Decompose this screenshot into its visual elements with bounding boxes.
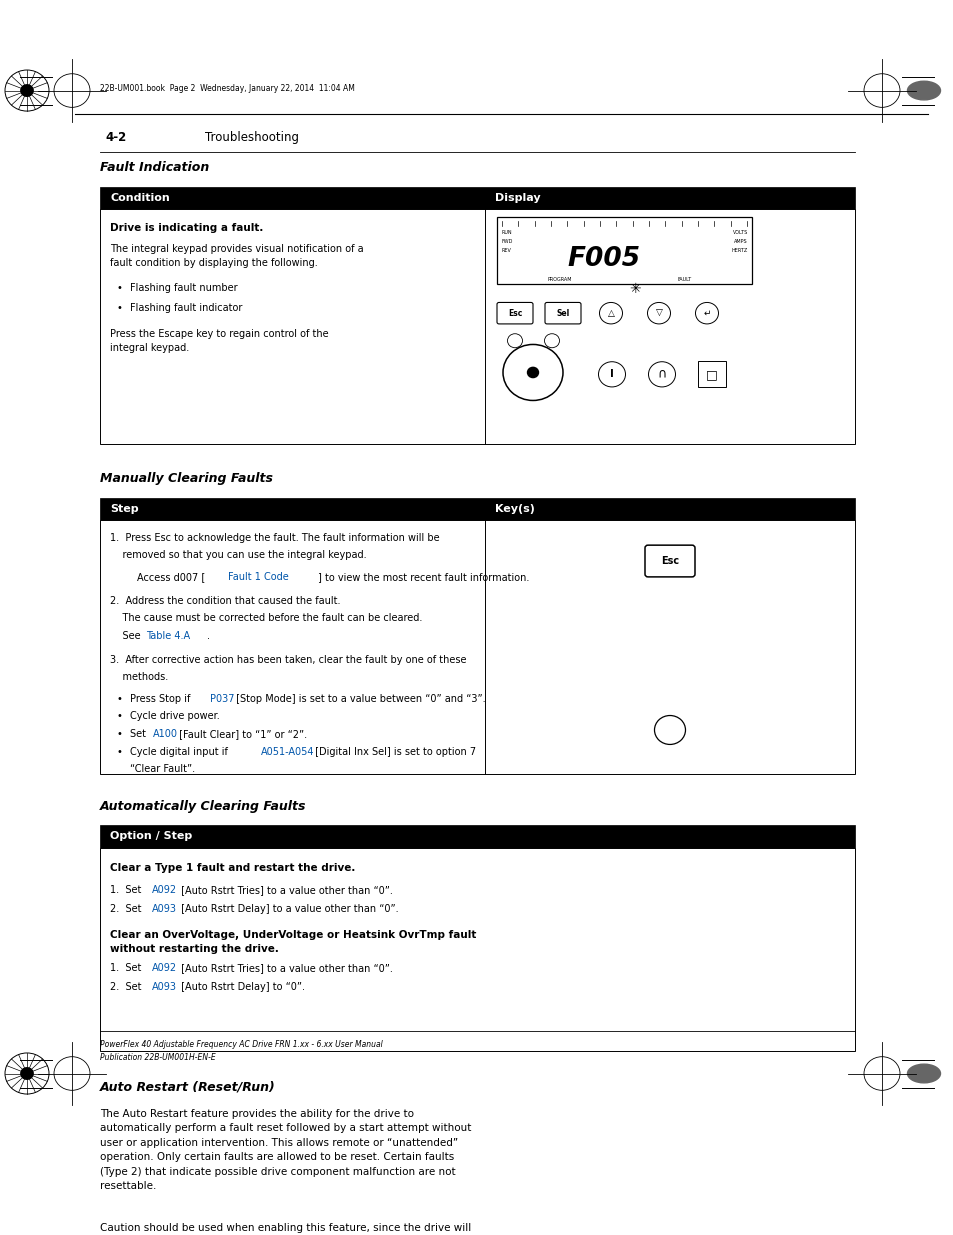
Text: 4-2: 4-2	[105, 131, 126, 143]
Bar	[698, 362, 725, 388]
Text: Table 4.A: Table 4.A	[146, 631, 190, 641]
Text: Fault 1 Code: Fault 1 Code	[228, 572, 289, 582]
Ellipse shape	[906, 1065, 940, 1083]
Text: A093: A093	[152, 982, 177, 992]
Text: Publication 22B-UM001H-EN-E: Publication 22B-UM001H-EN-E	[100, 1053, 215, 1062]
Text: [Digital Inx Sel] is set to option 7: [Digital Inx Sel] is set to option 7	[312, 747, 476, 757]
Text: 1.  Set: 1. Set	[110, 963, 144, 973]
Text: RUN: RUN	[500, 230, 511, 235]
Text: A100: A100	[152, 729, 177, 739]
Text: •: •	[116, 729, 122, 739]
Ellipse shape	[906, 82, 940, 100]
Text: ∩: ∩	[657, 368, 666, 380]
Text: A051-A054: A051-A054	[261, 747, 314, 757]
FancyBboxPatch shape	[644, 545, 695, 577]
Text: Auto Restart (Reset/Run): Auto Restart (Reset/Run)	[100, 1081, 275, 1094]
Text: methods.: methods.	[110, 672, 168, 682]
Bar	[100, 520, 854, 774]
Text: I: I	[609, 369, 614, 379]
Text: The cause must be corrected before the fault can be cleared.: The cause must be corrected before the f…	[110, 614, 422, 624]
Text: Key(s): Key(s)	[495, 504, 535, 514]
Text: Access d007 [: Access d007 [	[137, 572, 205, 582]
Text: VOLTS: VOLTS	[732, 230, 747, 235]
Text: ↵: ↵	[702, 309, 710, 317]
FancyBboxPatch shape	[544, 303, 580, 324]
Text: •: •	[116, 747, 122, 757]
Bar	[100, 186, 854, 209]
Text: •: •	[116, 283, 122, 293]
Text: Esc: Esc	[507, 309, 521, 317]
Text: [Fault Clear] to “1” or “2”.: [Fault Clear] to “1” or “2”.	[175, 729, 307, 739]
Text: .: .	[207, 631, 210, 641]
Text: 3.  After corrective action has been taken, clear the fault by one of these: 3. After corrective action has been take…	[110, 655, 466, 664]
Circle shape	[21, 1068, 33, 1079]
Text: REV: REV	[500, 248, 511, 253]
Text: 1.  Set: 1. Set	[110, 885, 144, 895]
Text: Cycle digital input if: Cycle digital input if	[130, 747, 231, 757]
Text: ] to view the most recent fault information.: ] to view the most recent fault informat…	[317, 572, 529, 582]
Text: 2.  Address the condition that caused the fault.: 2. Address the condition that caused the…	[110, 597, 340, 606]
Text: Caution should be used when enabling this feature, since the drive will
attempt : Caution should be used when enabling thi…	[100, 1223, 511, 1235]
Bar	[100, 847, 854, 1051]
Bar	[100, 498, 854, 520]
Text: Cycle drive power.: Cycle drive power.	[130, 711, 219, 721]
Text: Automatically Clearing Faults: Automatically Clearing Faults	[100, 800, 306, 813]
Text: ▽: ▽	[655, 309, 661, 317]
Text: ✳: ✳	[629, 283, 640, 296]
Text: See: See	[110, 631, 144, 641]
Text: [Auto Rstrt Delay] to “0”.: [Auto Rstrt Delay] to “0”.	[178, 982, 305, 992]
Text: FAULT: FAULT	[677, 277, 691, 282]
Bar	[497, 216, 751, 284]
Text: 22B-UM001.book  Page 2  Wednesday, January 22, 2014  11:04 AM: 22B-UM001.book Page 2 Wednesday, January…	[100, 84, 355, 93]
Text: FWD: FWD	[500, 238, 512, 245]
Text: A092: A092	[152, 885, 177, 895]
Text: Display: Display	[495, 193, 540, 203]
Text: [Auto Rstrt Delay] to a value other than “0”.: [Auto Rstrt Delay] to a value other than…	[178, 904, 398, 914]
Text: [Auto Rstrt Tries] to a value other than “0”.: [Auto Rstrt Tries] to a value other than…	[178, 885, 393, 895]
Text: AMPS: AMPS	[734, 238, 747, 245]
Circle shape	[21, 85, 33, 96]
Text: [Stop Mode] is set to a value between “0” and “3”.: [Stop Mode] is set to a value between “0…	[233, 694, 485, 704]
Text: •: •	[116, 694, 122, 704]
Text: P037: P037	[210, 694, 234, 704]
Text: Fault Indication: Fault Indication	[100, 162, 209, 174]
Bar	[100, 825, 854, 847]
Text: 2.  Set: 2. Set	[110, 982, 145, 992]
Text: △: △	[607, 309, 614, 317]
Text: F005: F005	[566, 246, 639, 272]
Circle shape	[527, 367, 537, 378]
FancyBboxPatch shape	[497, 303, 533, 324]
Text: 1.  Press Esc to acknowledge the fault. The fault information will be: 1. Press Esc to acknowledge the fault. T…	[110, 534, 439, 543]
Text: “Clear Fault”.: “Clear Fault”.	[130, 764, 195, 774]
Text: Step: Step	[110, 504, 138, 514]
Text: Condition: Condition	[110, 193, 170, 203]
Text: Drive is indicating a fault.: Drive is indicating a fault.	[110, 224, 263, 233]
Text: □: □	[705, 368, 717, 380]
Text: PowerFlex 40 Adjustable Frequency AC Drive FRN 1.xx - 6.xx User Manual: PowerFlex 40 Adjustable Frequency AC Dri…	[100, 1040, 382, 1049]
Text: Troubleshooting: Troubleshooting	[205, 131, 298, 143]
Text: A093: A093	[152, 904, 177, 914]
Text: Manually Clearing Faults: Manually Clearing Faults	[100, 472, 273, 485]
Text: 2.  Set: 2. Set	[110, 904, 145, 914]
Text: Sel: Sel	[556, 309, 569, 317]
Text: Esc: Esc	[660, 556, 679, 566]
Text: •: •	[116, 711, 122, 721]
Text: Press the Escape key to regain control of the
integral keypad.: Press the Escape key to regain control o…	[110, 329, 328, 352]
Text: •: •	[116, 304, 122, 314]
Bar	[100, 209, 854, 445]
Text: HERTZ: HERTZ	[731, 248, 747, 253]
Text: A092: A092	[152, 963, 177, 973]
Text: Clear an OverVoltage, UnderVoltage or Heatsink OvrTmp fault
without restarting t: Clear an OverVoltage, UnderVoltage or He…	[110, 930, 476, 953]
Text: Option / Step: Option / Step	[110, 831, 193, 841]
Text: removed so that you can use the integral keypad.: removed so that you can use the integral…	[110, 551, 366, 561]
Text: The integral keypad provides visual notification of a
fault condition by display: The integral keypad provides visual noti…	[110, 243, 363, 268]
Text: Flashing fault indicator: Flashing fault indicator	[130, 304, 242, 314]
Text: The Auto Restart feature provides the ability for the drive to
automatically per: The Auto Restart feature provides the ab…	[100, 1109, 471, 1191]
Text: [Auto Rstrt Tries] to a value other than “0”.: [Auto Rstrt Tries] to a value other than…	[178, 963, 393, 973]
Text: Flashing fault number: Flashing fault number	[130, 283, 237, 293]
Text: PROGRAM: PROGRAM	[546, 277, 571, 282]
Text: Set: Set	[130, 729, 149, 739]
Text: Clear a Type 1 fault and restart the drive.: Clear a Type 1 fault and restart the dri…	[110, 862, 355, 873]
Text: Press Stop if: Press Stop if	[130, 694, 193, 704]
